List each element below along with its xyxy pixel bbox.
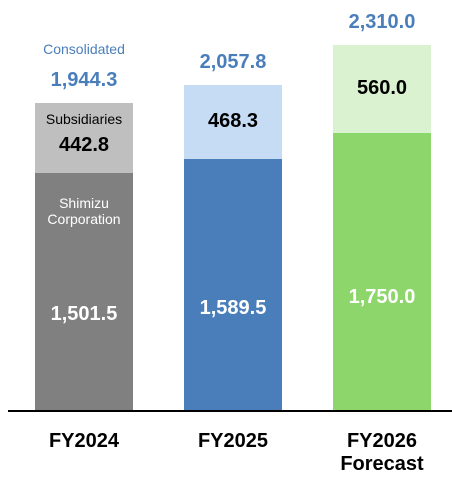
total-label: 2,057.8: [199, 50, 267, 73]
bar-segment: [333, 133, 431, 410]
bar-segment: [184, 84, 282, 159]
series-label: Shimizu Corporation: [47, 194, 121, 227]
series-label: Subsidiaries: [45, 110, 123, 127]
bar-segment: [35, 102, 133, 173]
x-tick-label: FY2024: [48, 430, 120, 452]
total-label: 1,944.3: [50, 68, 118, 91]
total-label: 2,310.0: [348, 11, 416, 33]
x-tick-label: FY2026 Forecast: [340, 430, 424, 475]
bar-segment: [184, 158, 282, 410]
total-name: Consolidated: [43, 40, 125, 57]
x-tick-label: FY2025: [197, 430, 269, 452]
value-label: 468.3: [207, 109, 259, 132]
value-label: 1,750.0: [348, 285, 416, 308]
value-label: 442.8: [58, 133, 110, 156]
value-label: 1,589.5: [199, 296, 267, 319]
value-label: 1,501.5: [50, 303, 118, 326]
x-axis-line: [8, 410, 452, 412]
value-label: 560.0: [356, 77, 408, 100]
bar-segment: [35, 172, 133, 410]
bar-segment: [333, 45, 431, 134]
